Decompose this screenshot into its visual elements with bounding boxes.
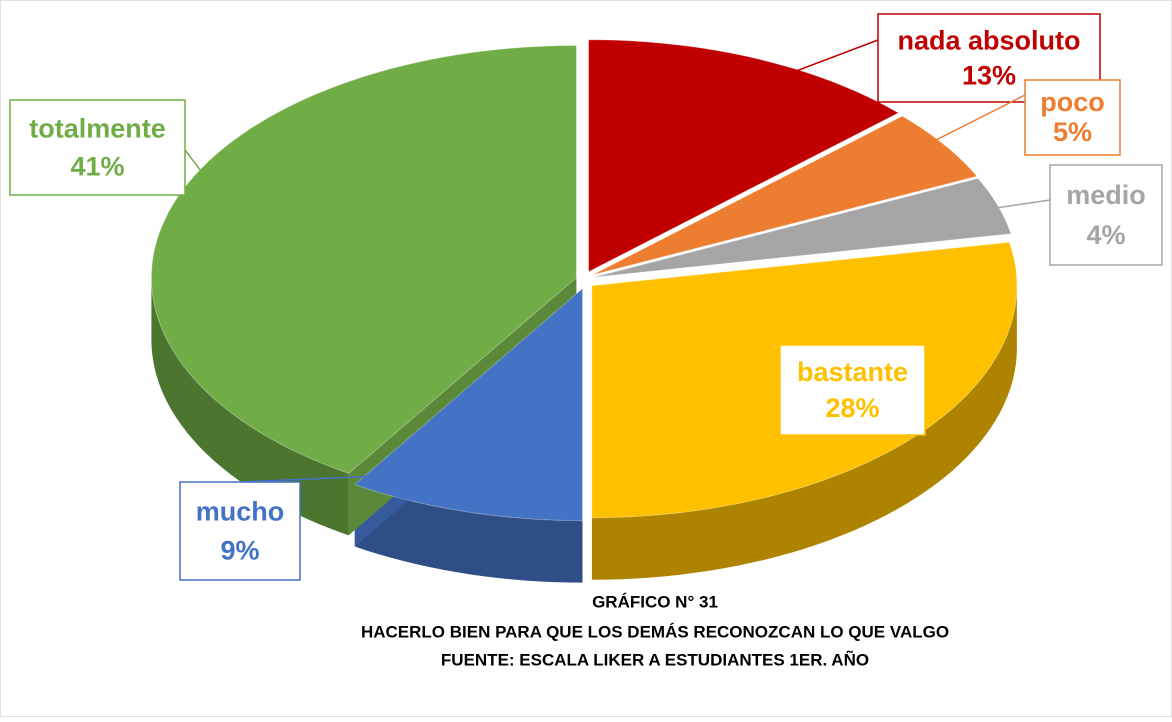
label-box <box>179 481 301 581</box>
value-label: 4% <box>1086 220 1125 250</box>
slice <box>593 177 1012 278</box>
value-label: 9% <box>220 536 259 566</box>
label-box <box>9 99 186 196</box>
chart-title: GRÁFICO N° 31 <box>592 592 718 611</box>
label-box <box>779 344 926 436</box>
category-label: mucho <box>196 496 285 526</box>
value-label: 13% <box>962 60 1016 90</box>
category-label: bastante <box>797 357 908 387</box>
label-box <box>1049 164 1163 266</box>
leader-line <box>239 470 486 483</box>
chart-source: FUENTE: ESCALA LIKER A ESTUDIANTES 1ER. … <box>441 649 869 669</box>
category-label: nada absoluto <box>897 25 1080 55</box>
leader-line <box>924 199 1051 220</box>
slice-side <box>354 484 583 583</box>
leader-line <box>726 39 879 98</box>
pie <box>150 39 1018 583</box>
category-label: poco <box>1040 87 1105 117</box>
leader-line <box>184 149 243 225</box>
value-label: 41% <box>70 152 124 182</box>
category-label: medio <box>1066 180 1146 210</box>
slice <box>592 115 978 276</box>
leader-line <box>880 94 1026 169</box>
slice <box>150 44 577 474</box>
slice-side <box>151 277 349 536</box>
value-label: 28% <box>825 393 879 423</box>
slice <box>353 287 583 522</box>
label-box <box>1024 79 1121 156</box>
chart-subtitle: HACERLO BIEN PARA QUE LOS DEMÁS RECONOZC… <box>361 622 949 641</box>
slice-side <box>591 285 1017 580</box>
value-label: 5% <box>1053 117 1092 147</box>
slice <box>588 39 900 273</box>
category-label: totalmente <box>29 114 166 144</box>
